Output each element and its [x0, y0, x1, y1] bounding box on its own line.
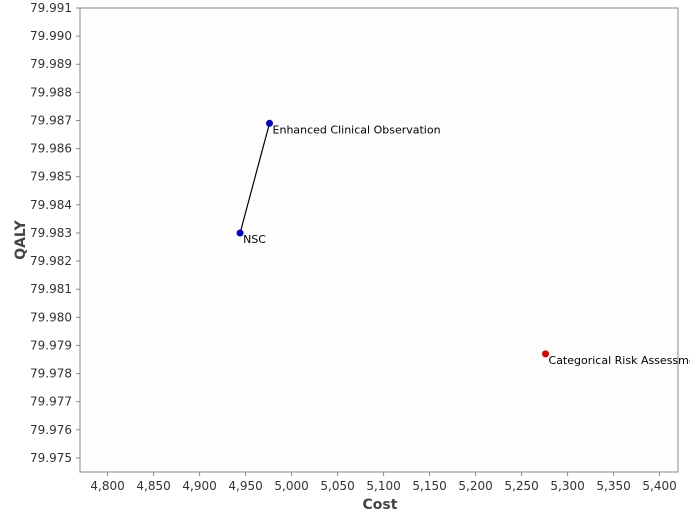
x-tick-label: 5,200 — [458, 479, 492, 493]
y-tick-label: 79.985 — [30, 170, 72, 184]
data-point[interactable] — [266, 119, 274, 127]
points-layer: NSC Enhanced Clinical Observation Categori… — [236, 119, 690, 367]
x-tick-label: 5,000 — [274, 479, 308, 493]
y-tick-label: 79.991 — [30, 1, 72, 15]
y-tick-label: 79.990 — [30, 29, 72, 43]
x-tick-label: 4,800 — [90, 479, 124, 493]
x-tick-label: 5,100 — [366, 479, 400, 493]
data-point-label: Enhanced Clinical Observation — [273, 123, 441, 136]
y-axis: 79.975 79.976 79.977 79.978 79.979 79.980 79.9… — [30, 1, 80, 465]
y-tick-label: 79.979 — [30, 338, 72, 352]
x-tick-label: 5,150 — [412, 479, 446, 493]
plot-area — [79, 7, 679, 473]
x-tick-label: 5,250 — [504, 479, 538, 493]
data-point-label: NSC — [243, 233, 266, 246]
x-tick-label: 4,950 — [228, 479, 262, 493]
x-tick-label: 5,300 — [550, 479, 584, 493]
x-tick-label: 4,850 — [136, 479, 170, 493]
data-point[interactable] — [542, 350, 550, 358]
y-tick-label: 79.989 — [30, 57, 72, 71]
y-tick-label: 79.983 — [30, 226, 72, 240]
y-tick-label: 79.978 — [30, 367, 72, 381]
y-tick-label: 79.976 — [30, 423, 72, 437]
x-tick-label: 4,900 — [182, 479, 216, 493]
y-tick-label: 79.977 — [30, 395, 72, 409]
y-tick-label: 79.987 — [30, 113, 72, 127]
y-tick-label: 79.986 — [30, 142, 72, 156]
y-tick-label: 79.984 — [30, 198, 72, 212]
x-axis-title: Cost — [363, 497, 398, 513]
x-tick-label: 5,400 — [642, 479, 676, 493]
y-axis-title: QALY — [13, 219, 29, 259]
y-tick-label: 79.981 — [30, 282, 72, 296]
frontier-layer — [239, 123, 271, 234]
frontier-line — [239, 123, 271, 234]
y-tick-label: 79.988 — [30, 85, 72, 99]
y-tick-label: 79.975 — [30, 451, 72, 465]
x-tick-label: 5,050 — [320, 479, 354, 493]
x-tick-label: 5,350 — [596, 479, 630, 493]
y-tick-label: 79.982 — [30, 254, 72, 268]
x-axis: 4,800 4,850 4,900 4,950 5,000 5,050 5,100 5,150… — [90, 472, 677, 493]
data-point-label: Categorical Risk Assessment — [549, 354, 690, 367]
y-tick-label: 79.980 — [30, 310, 72, 324]
data-point[interactable] — [236, 229, 244, 237]
